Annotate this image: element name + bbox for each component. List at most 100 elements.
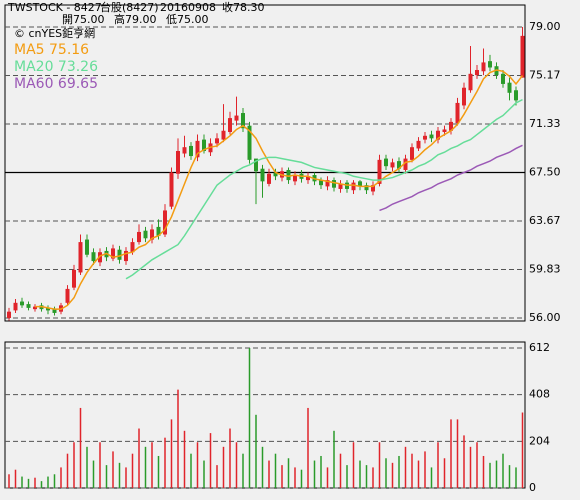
candle-body — [85, 239, 89, 255]
candle-body — [390, 162, 395, 168]
candle-body — [111, 248, 115, 259]
candle-body — [351, 182, 356, 191]
candle-body — [332, 180, 336, 188]
candle-body — [286, 169, 291, 181]
volume-bar — [27, 478, 30, 488]
price-panel — [4, 4, 526, 322]
candle-body — [514, 90, 518, 101]
candle-body — [358, 181, 362, 187]
y-tick-label: 75.17 — [529, 68, 561, 81]
candle-body — [273, 172, 278, 177]
candle-body — [507, 82, 512, 93]
candle-body — [91, 252, 96, 262]
candle-body — [163, 210, 167, 235]
y-tick-label: 71.33 — [529, 117, 561, 130]
candle-body — [488, 61, 492, 68]
volume-bar — [391, 462, 394, 488]
volume-bar — [177, 389, 179, 488]
candle-body — [78, 242, 83, 273]
candle-body — [455, 102, 460, 124]
candle-body — [228, 118, 232, 133]
header-text: TWSTOCK - 8427 — [7, 1, 102, 14]
volume-bar — [443, 458, 446, 488]
volume-bar — [268, 460, 270, 488]
volume-bar — [515, 467, 517, 488]
volume-bar — [79, 407, 82, 488]
candle-body — [410, 147, 414, 160]
y-tick-label: 59.83 — [529, 263, 561, 276]
volume-bar — [469, 446, 472, 488]
volume-bar — [372, 467, 374, 488]
candle-body — [20, 301, 24, 306]
candle-body — [371, 185, 375, 192]
volume-bar — [73, 442, 75, 488]
volume-bar — [183, 430, 186, 488]
candle-body — [325, 180, 330, 187]
volume-bar — [352, 442, 355, 488]
volume-bar — [456, 419, 459, 488]
volume-bar — [430, 467, 433, 488]
candle-body — [195, 140, 200, 158]
ma-line — [379, 144, 523, 212]
volume-bar — [417, 460, 420, 488]
volume-bar — [144, 446, 147, 488]
volume-bar — [229, 428, 231, 488]
volume-bar — [34, 477, 36, 488]
candle-body — [501, 73, 505, 84]
candle-body — [247, 125, 252, 160]
candle-body — [397, 161, 401, 169]
volume-bar — [489, 462, 491, 488]
y-tick-label: 63.67 — [529, 214, 561, 227]
candle-body — [65, 288, 70, 303]
volume-bar — [476, 442, 478, 488]
volume-bar — [47, 476, 49, 488]
candle-body — [156, 226, 161, 236]
candle-body — [26, 304, 31, 308]
volume-bar — [105, 465, 108, 488]
volume-bar — [287, 458, 290, 488]
candle-body — [403, 158, 408, 170]
volume-bar — [112, 451, 114, 488]
volume-panel — [4, 341, 526, 489]
candle-body — [176, 150, 180, 174]
volume-bar — [274, 453, 277, 488]
candle-body — [475, 70, 479, 76]
candle-body — [416, 140, 421, 149]
volume-bar — [216, 465, 218, 488]
volume-bar — [411, 453, 413, 488]
volume-bar — [209, 433, 212, 488]
volume-bar — [60, 467, 62, 488]
candle-body — [182, 147, 187, 154]
candle-body — [423, 135, 427, 140]
ma-line — [35, 69, 524, 310]
candle-body — [481, 62, 486, 72]
volume-bar — [398, 455, 400, 488]
candle-body — [449, 121, 453, 131]
y-tick-label: 67.50 — [529, 166, 561, 179]
volume-bar — [255, 414, 257, 488]
volume-bar — [365, 465, 368, 488]
candle-body — [215, 138, 219, 144]
candle-body — [169, 172, 174, 207]
volume-bar — [502, 453, 504, 488]
candle-body — [319, 180, 323, 186]
volume-bar — [326, 467, 329, 488]
candle-body — [7, 311, 11, 318]
y-tick-label: 56.00 — [529, 311, 561, 324]
y-tick-label: 204 — [529, 434, 550, 447]
volume-bar — [190, 453, 192, 488]
volume-bar — [300, 469, 303, 488]
candle-body — [234, 115, 239, 121]
volume-bar — [313, 460, 316, 488]
volume-bar — [320, 455, 322, 488]
candle-body — [338, 183, 343, 189]
candle-body — [377, 159, 382, 184]
volume-bar — [378, 442, 381, 488]
candle-body — [254, 158, 258, 172]
y-tick-label: 408 — [529, 388, 550, 401]
legend-entry: MA5 75.16 — [14, 42, 89, 58]
header-text: 收78.30 — [222, 0, 265, 14]
candle-body — [267, 173, 271, 184]
candle-body — [143, 230, 148, 239]
candle-body — [202, 139, 206, 151]
